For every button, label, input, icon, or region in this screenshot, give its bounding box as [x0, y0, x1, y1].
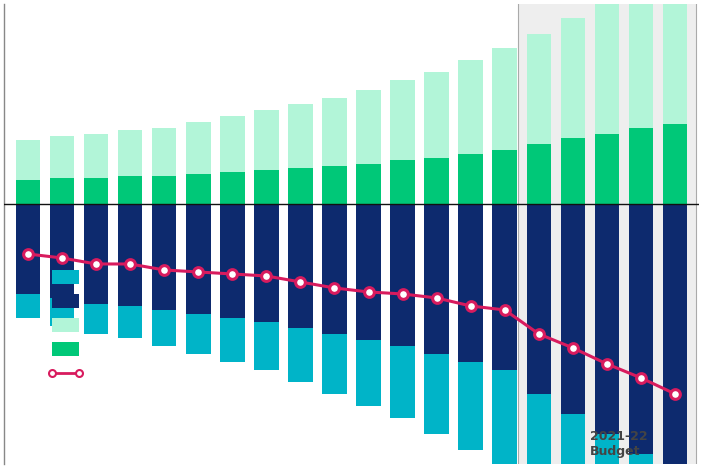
Bar: [84, 178, 108, 204]
Bar: [186, 122, 210, 174]
Bar: [663, 204, 688, 468]
Bar: [186, 174, 210, 204]
Bar: [560, 138, 585, 204]
Bar: [527, 394, 551, 468]
Bar: [425, 354, 449, 434]
Bar: [52, 342, 79, 356]
Bar: [560, 204, 585, 414]
Bar: [628, 454, 653, 468]
Bar: [595, 134, 619, 204]
Bar: [560, 18, 585, 138]
Bar: [595, 434, 619, 468]
Bar: [152, 204, 176, 310]
Bar: [50, 136, 75, 178]
Bar: [52, 270, 79, 284]
Bar: [595, 4, 619, 134]
Bar: [458, 154, 483, 204]
Bar: [288, 104, 313, 168]
Bar: [220, 116, 245, 172]
Text: 2021-22
Budget: 2021-22 Budget: [590, 430, 647, 458]
Bar: [15, 180, 40, 204]
Bar: [390, 204, 415, 346]
Bar: [390, 346, 415, 418]
Bar: [527, 144, 551, 204]
Bar: [595, 204, 619, 434]
Bar: [425, 72, 449, 158]
Bar: [458, 362, 483, 450]
Bar: [118, 306, 143, 338]
Bar: [15, 140, 40, 180]
Bar: [254, 322, 278, 370]
Bar: [493, 48, 517, 150]
Bar: [322, 204, 347, 334]
Bar: [322, 166, 347, 204]
Bar: [254, 170, 278, 204]
Bar: [356, 90, 381, 164]
Bar: [220, 318, 245, 362]
Bar: [50, 178, 75, 204]
Bar: [425, 204, 449, 354]
Bar: [52, 294, 79, 308]
Bar: [425, 158, 449, 204]
Bar: [322, 98, 347, 166]
Bar: [84, 204, 108, 304]
Bar: [118, 204, 143, 306]
Bar: [118, 176, 143, 204]
Bar: [52, 318, 79, 332]
Bar: [288, 204, 313, 328]
Bar: [356, 164, 381, 204]
Bar: [254, 204, 278, 322]
Bar: [527, 204, 551, 394]
Bar: [493, 204, 517, 370]
Bar: [356, 340, 381, 406]
Bar: [663, 0, 688, 124]
Bar: [322, 334, 347, 394]
Bar: [50, 204, 75, 298]
Bar: [186, 204, 210, 314]
Bar: [560, 414, 585, 468]
Bar: [288, 168, 313, 204]
Bar: [15, 204, 40, 294]
Bar: [84, 134, 108, 178]
Bar: [152, 310, 176, 346]
Bar: [390, 80, 415, 160]
Bar: [50, 298, 75, 326]
Bar: [493, 370, 517, 466]
Bar: [220, 172, 245, 204]
Bar: [628, 128, 653, 204]
Bar: [220, 204, 245, 318]
Bar: [15, 294, 40, 318]
Bar: [390, 160, 415, 204]
Bar: [628, 204, 653, 454]
Bar: [254, 110, 278, 170]
Bar: [118, 130, 143, 176]
Bar: [663, 124, 688, 204]
Bar: [458, 60, 483, 154]
Bar: [186, 314, 210, 354]
Bar: [288, 328, 313, 382]
Bar: [152, 176, 176, 204]
Bar: [356, 204, 381, 340]
Bar: [152, 128, 176, 176]
Bar: [527, 34, 551, 144]
Bar: [628, 0, 653, 128]
Bar: [458, 204, 483, 362]
Bar: [84, 304, 108, 334]
Bar: [518, 0, 696, 468]
Bar: [493, 150, 517, 204]
